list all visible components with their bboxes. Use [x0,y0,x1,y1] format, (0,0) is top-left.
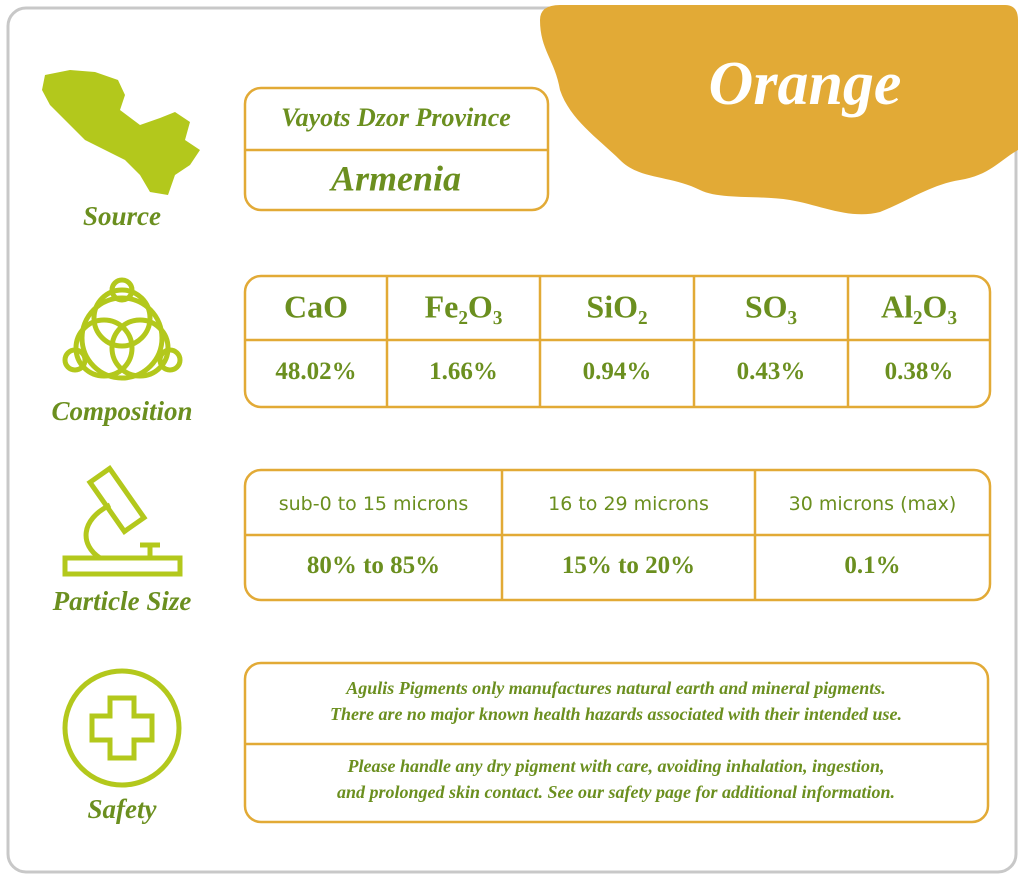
header-cell: SiO₂ [586,288,647,324]
panel [6,6,1018,874]
microscope-icon [62,465,183,577]
section-label: Particle Size [52,586,192,616]
header-cell: 30 microns (max) [789,493,957,515]
country: Armenia [329,158,461,198]
header-cell: sub-0 to 15 microns [279,493,469,515]
header-cell: 16 to 29 microns [548,493,709,515]
section-label: Composition [51,396,192,426]
value-cell: 80% to 85% [307,552,440,579]
value-cell: 0.94% [583,358,652,385]
safety-line: Agulis Pigments only manufactures natura… [345,678,886,698]
safety-line: and prolonged skin contact. See our safe… [337,782,895,802]
section-label: Source [83,201,161,231]
safety-icon [62,668,182,788]
value-cell: 0.43% [737,358,806,385]
composition-icon [62,277,183,381]
safety-box [243,661,990,824]
value-cell: 0.1% [844,552,900,579]
safety-line: There are no major known health hazards … [330,704,902,724]
title: Orange [709,50,902,118]
header-cell: Fe₂O₃ [425,288,503,324]
map-icon [42,70,200,195]
value-cell: 0.38% [885,358,954,385]
title-blob [540,5,1018,215]
section-label: Safety [88,794,158,824]
header-cell: SO₃ [745,288,797,324]
header-cell: Al₂O₃ [881,288,957,324]
value-cell: 1.66% [429,358,498,385]
region: Vayots Dzor Province [281,103,511,132]
value-cell: 48.02% [275,358,356,385]
safety-line: Please handle any dry pigment with care,… [346,756,884,776]
value-cell: 15% to 20% [562,552,695,579]
table-border [243,274,992,409]
header-cell: CaO [284,288,348,324]
